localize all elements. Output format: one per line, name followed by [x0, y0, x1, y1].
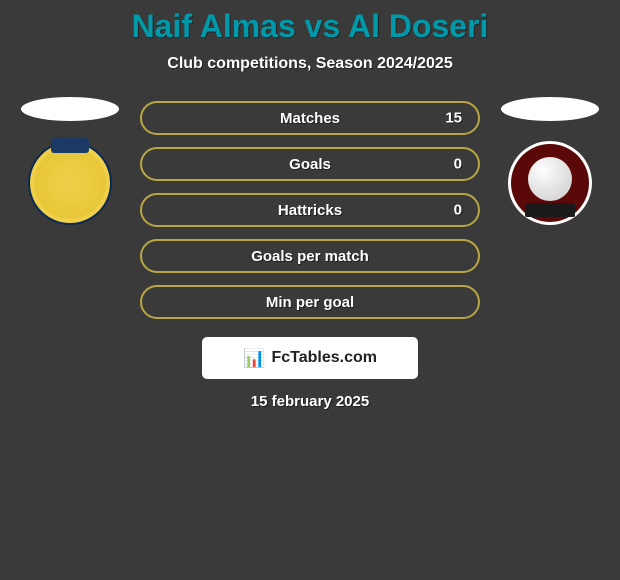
- stat-value-right: 0: [454, 202, 462, 219]
- stat-value-right: 0: [454, 156, 462, 173]
- page-subtitle: Club competitions, Season 2024/2025: [0, 55, 620, 73]
- stat-label: Min per goal: [266, 294, 354, 311]
- player-photo-placeholder-right: [501, 97, 599, 121]
- stat-bar-goals-per-match: Goals per match: [140, 239, 480, 273]
- stat-bar-min-per-goal: Min per goal: [140, 285, 480, 319]
- stat-bar-matches: Matches 15: [140, 101, 480, 135]
- date-label: 15 february 2025: [0, 393, 620, 410]
- club-crest-left: [28, 141, 112, 225]
- stat-bar-goals: Goals 0: [140, 147, 480, 181]
- comparison-widget: Naif Almas vs Al Doseri Club competition…: [0, 0, 620, 410]
- main-row: Matches 15 Goals 0 Hattricks 0 Goals per…: [0, 97, 620, 319]
- player-photo-placeholder-left: [21, 97, 119, 121]
- stat-value-right: 15: [445, 110, 462, 127]
- stats-bars: Matches 15 Goals 0 Hattricks 0 Goals per…: [140, 101, 480, 319]
- stat-bar-hattricks: Hattricks 0: [140, 193, 480, 227]
- page-title: Naif Almas vs Al Doseri: [0, 8, 620, 45]
- stat-label: Goals per match: [251, 248, 369, 265]
- right-player-column: [500, 97, 600, 225]
- stat-label: Matches: [280, 110, 340, 127]
- chart-icon: 📊: [243, 348, 265, 369]
- fctables-link[interactable]: 📊 FcTables.com: [202, 337, 418, 379]
- stat-label: Goals: [289, 156, 331, 173]
- left-player-column: [20, 97, 120, 225]
- logo-text: FcTables.com: [271, 349, 377, 367]
- club-crest-right: [508, 141, 592, 225]
- stat-label: Hattricks: [278, 202, 342, 219]
